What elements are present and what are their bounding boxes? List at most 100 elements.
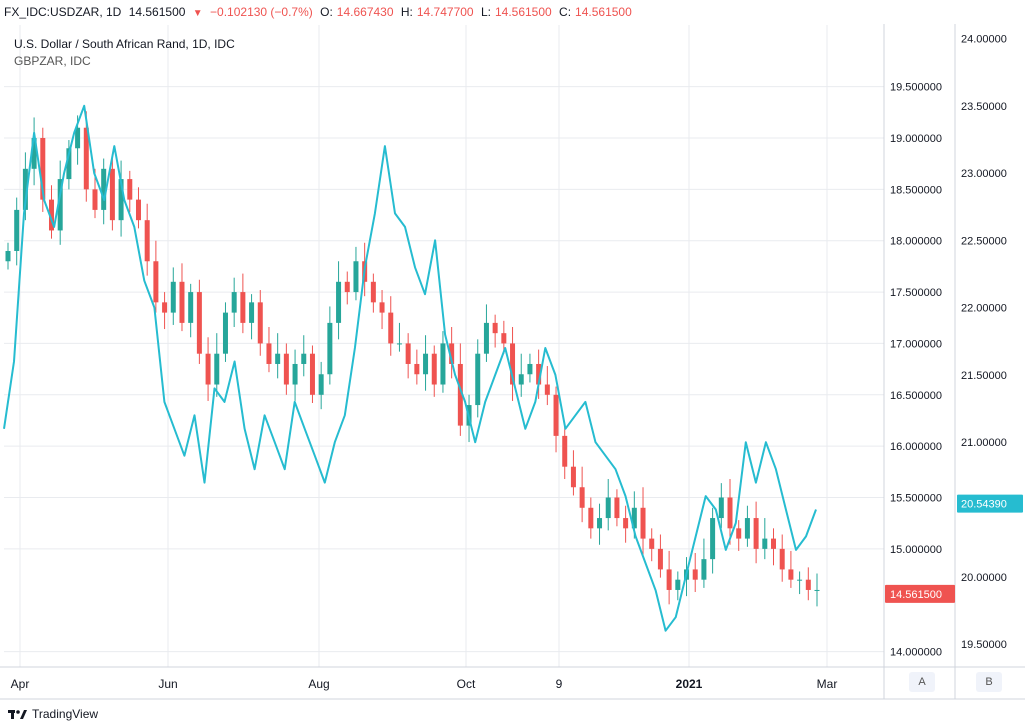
left-axis-tick: 14.000000 bbox=[890, 647, 942, 659]
gbpzar-price-axis: 24.00000 23.50000 23.00000 22.50000 22.00000… bbox=[961, 33, 1007, 651]
candle bbox=[283, 343, 289, 395]
usdzar-price-axis: 19.500000 19.000000 18.500000 18.000000 17.5… bbox=[890, 82, 942, 659]
left-axis-tick: 16.000000 bbox=[890, 441, 942, 453]
candle bbox=[666, 550, 672, 605]
left-axis-tick: 19.500000 bbox=[890, 82, 942, 94]
candle bbox=[675, 571, 681, 601]
candle bbox=[423, 335, 429, 391]
candle bbox=[710, 507, 716, 574]
candle bbox=[344, 271, 350, 305]
open-label: O: bbox=[320, 5, 333, 19]
candle bbox=[649, 528, 655, 562]
scale-a-button[interactable]: A bbox=[909, 672, 935, 692]
candle bbox=[814, 573, 820, 607]
usdzar-candles bbox=[5, 111, 820, 607]
candle bbox=[614, 489, 620, 527]
candle bbox=[449, 326, 455, 379]
candle bbox=[562, 423, 568, 480]
last-price: 14.561500 bbox=[128, 5, 186, 19]
left-axis-tick: 19.000000 bbox=[890, 133, 942, 145]
scale-b-button[interactable]: B bbox=[976, 672, 1002, 692]
candle bbox=[127, 170, 133, 212]
candle bbox=[536, 349, 542, 399]
high-value: 14.747700 bbox=[416, 5, 474, 19]
candle bbox=[48, 185, 54, 239]
candle bbox=[370, 273, 376, 313]
left-axis-tick: 18.000000 bbox=[890, 236, 942, 248]
candle bbox=[135, 187, 141, 229]
candle bbox=[779, 534, 785, 582]
candle bbox=[266, 326, 272, 373]
candle bbox=[431, 345, 437, 397]
candle bbox=[518, 353, 524, 397]
candle bbox=[170, 267, 176, 325]
candle bbox=[205, 337, 211, 401]
candle bbox=[144, 203, 150, 276]
legend-main-series[interactable]: U.S. Dollar / South African Rand, 1D, ID… bbox=[14, 37, 235, 51]
chart-legend: U.S. Dollar / South African Rand, 1D, ID… bbox=[14, 36, 235, 70]
candle bbox=[188, 283, 194, 338]
candle bbox=[327, 306, 333, 385]
candle bbox=[66, 140, 72, 190]
candle bbox=[762, 518, 768, 560]
last-price-labels: 20.54390 14.561500 bbox=[885, 494, 1023, 603]
high-label: H: bbox=[400, 5, 413, 19]
symbol-header: FX_IDC:USDZAR, 1D 14.561500 ▼ −0.102130 … bbox=[0, 0, 1025, 24]
gbpzar-line bbox=[3, 104, 817, 632]
time-axis-tick: 2021 bbox=[676, 677, 703, 691]
candle bbox=[257, 290, 263, 356]
candle bbox=[57, 160, 63, 245]
gbpzar-last-badge: 20.54390 bbox=[957, 494, 1023, 513]
candle bbox=[771, 528, 777, 566]
candle bbox=[249, 294, 255, 340]
time-axis-tick: Apr bbox=[11, 677, 30, 691]
left-axis-tick: 16.500000 bbox=[890, 390, 942, 402]
candle bbox=[440, 331, 446, 393]
usdzar-last-badge: 14.561500 bbox=[885, 584, 955, 603]
candle bbox=[405, 333, 411, 379]
candle bbox=[736, 520, 742, 551]
time-axis-tick: Mar bbox=[817, 677, 838, 691]
candle bbox=[805, 567, 811, 601]
right-axis-tick: 21.50000 bbox=[961, 370, 1007, 382]
candle bbox=[318, 361, 324, 410]
candle bbox=[657, 534, 663, 578]
brand-name[interactable]: TradingView bbox=[32, 707, 99, 721]
time-axis: Apr Jun Aug Oct 9 2021 Mar bbox=[11, 677, 838, 691]
symbol-name[interactable]: FX_IDC:USDZAR, 1D bbox=[4, 5, 122, 19]
left-axis-tick: 15.500000 bbox=[890, 493, 942, 505]
triangle-down-icon: ▼ bbox=[192, 8, 203, 19]
svg-text:20.54390: 20.54390 bbox=[961, 499, 1007, 511]
time-axis-tick: Oct bbox=[457, 677, 476, 691]
candle bbox=[162, 292, 168, 330]
candle bbox=[544, 366, 550, 406]
candle bbox=[527, 353, 533, 383]
legend-compare-series[interactable]: GBPZAR, IDC bbox=[14, 54, 91, 68]
candle bbox=[753, 501, 759, 564]
candle bbox=[414, 349, 420, 385]
candle bbox=[109, 154, 115, 231]
candle bbox=[292, 349, 298, 401]
right-axis-tick: 24.00000 bbox=[961, 33, 1007, 45]
candle bbox=[353, 246, 359, 301]
svg-text:14.561500: 14.561500 bbox=[890, 589, 942, 601]
right-axis-tick: 22.00000 bbox=[961, 303, 1007, 315]
left-axis-tick: 18.500000 bbox=[890, 184, 942, 196]
candle bbox=[553, 386, 559, 453]
candle bbox=[309, 345, 315, 404]
left-axis-tick: 15.000000 bbox=[890, 544, 942, 556]
candle bbox=[597, 503, 603, 545]
low-value: 14.561500 bbox=[494, 5, 552, 19]
right-axis-tick: 19.50000 bbox=[961, 639, 1007, 651]
left-axis-tick: 17.000000 bbox=[890, 338, 942, 350]
candle bbox=[492, 314, 498, 348]
candle bbox=[623, 505, 629, 543]
candle bbox=[579, 466, 585, 523]
candle bbox=[379, 290, 385, 330]
candle bbox=[788, 550, 794, 588]
candle bbox=[196, 279, 202, 364]
right-axis-tick: 23.00000 bbox=[961, 168, 1007, 180]
candle bbox=[475, 339, 481, 418]
candle bbox=[797, 571, 803, 595]
